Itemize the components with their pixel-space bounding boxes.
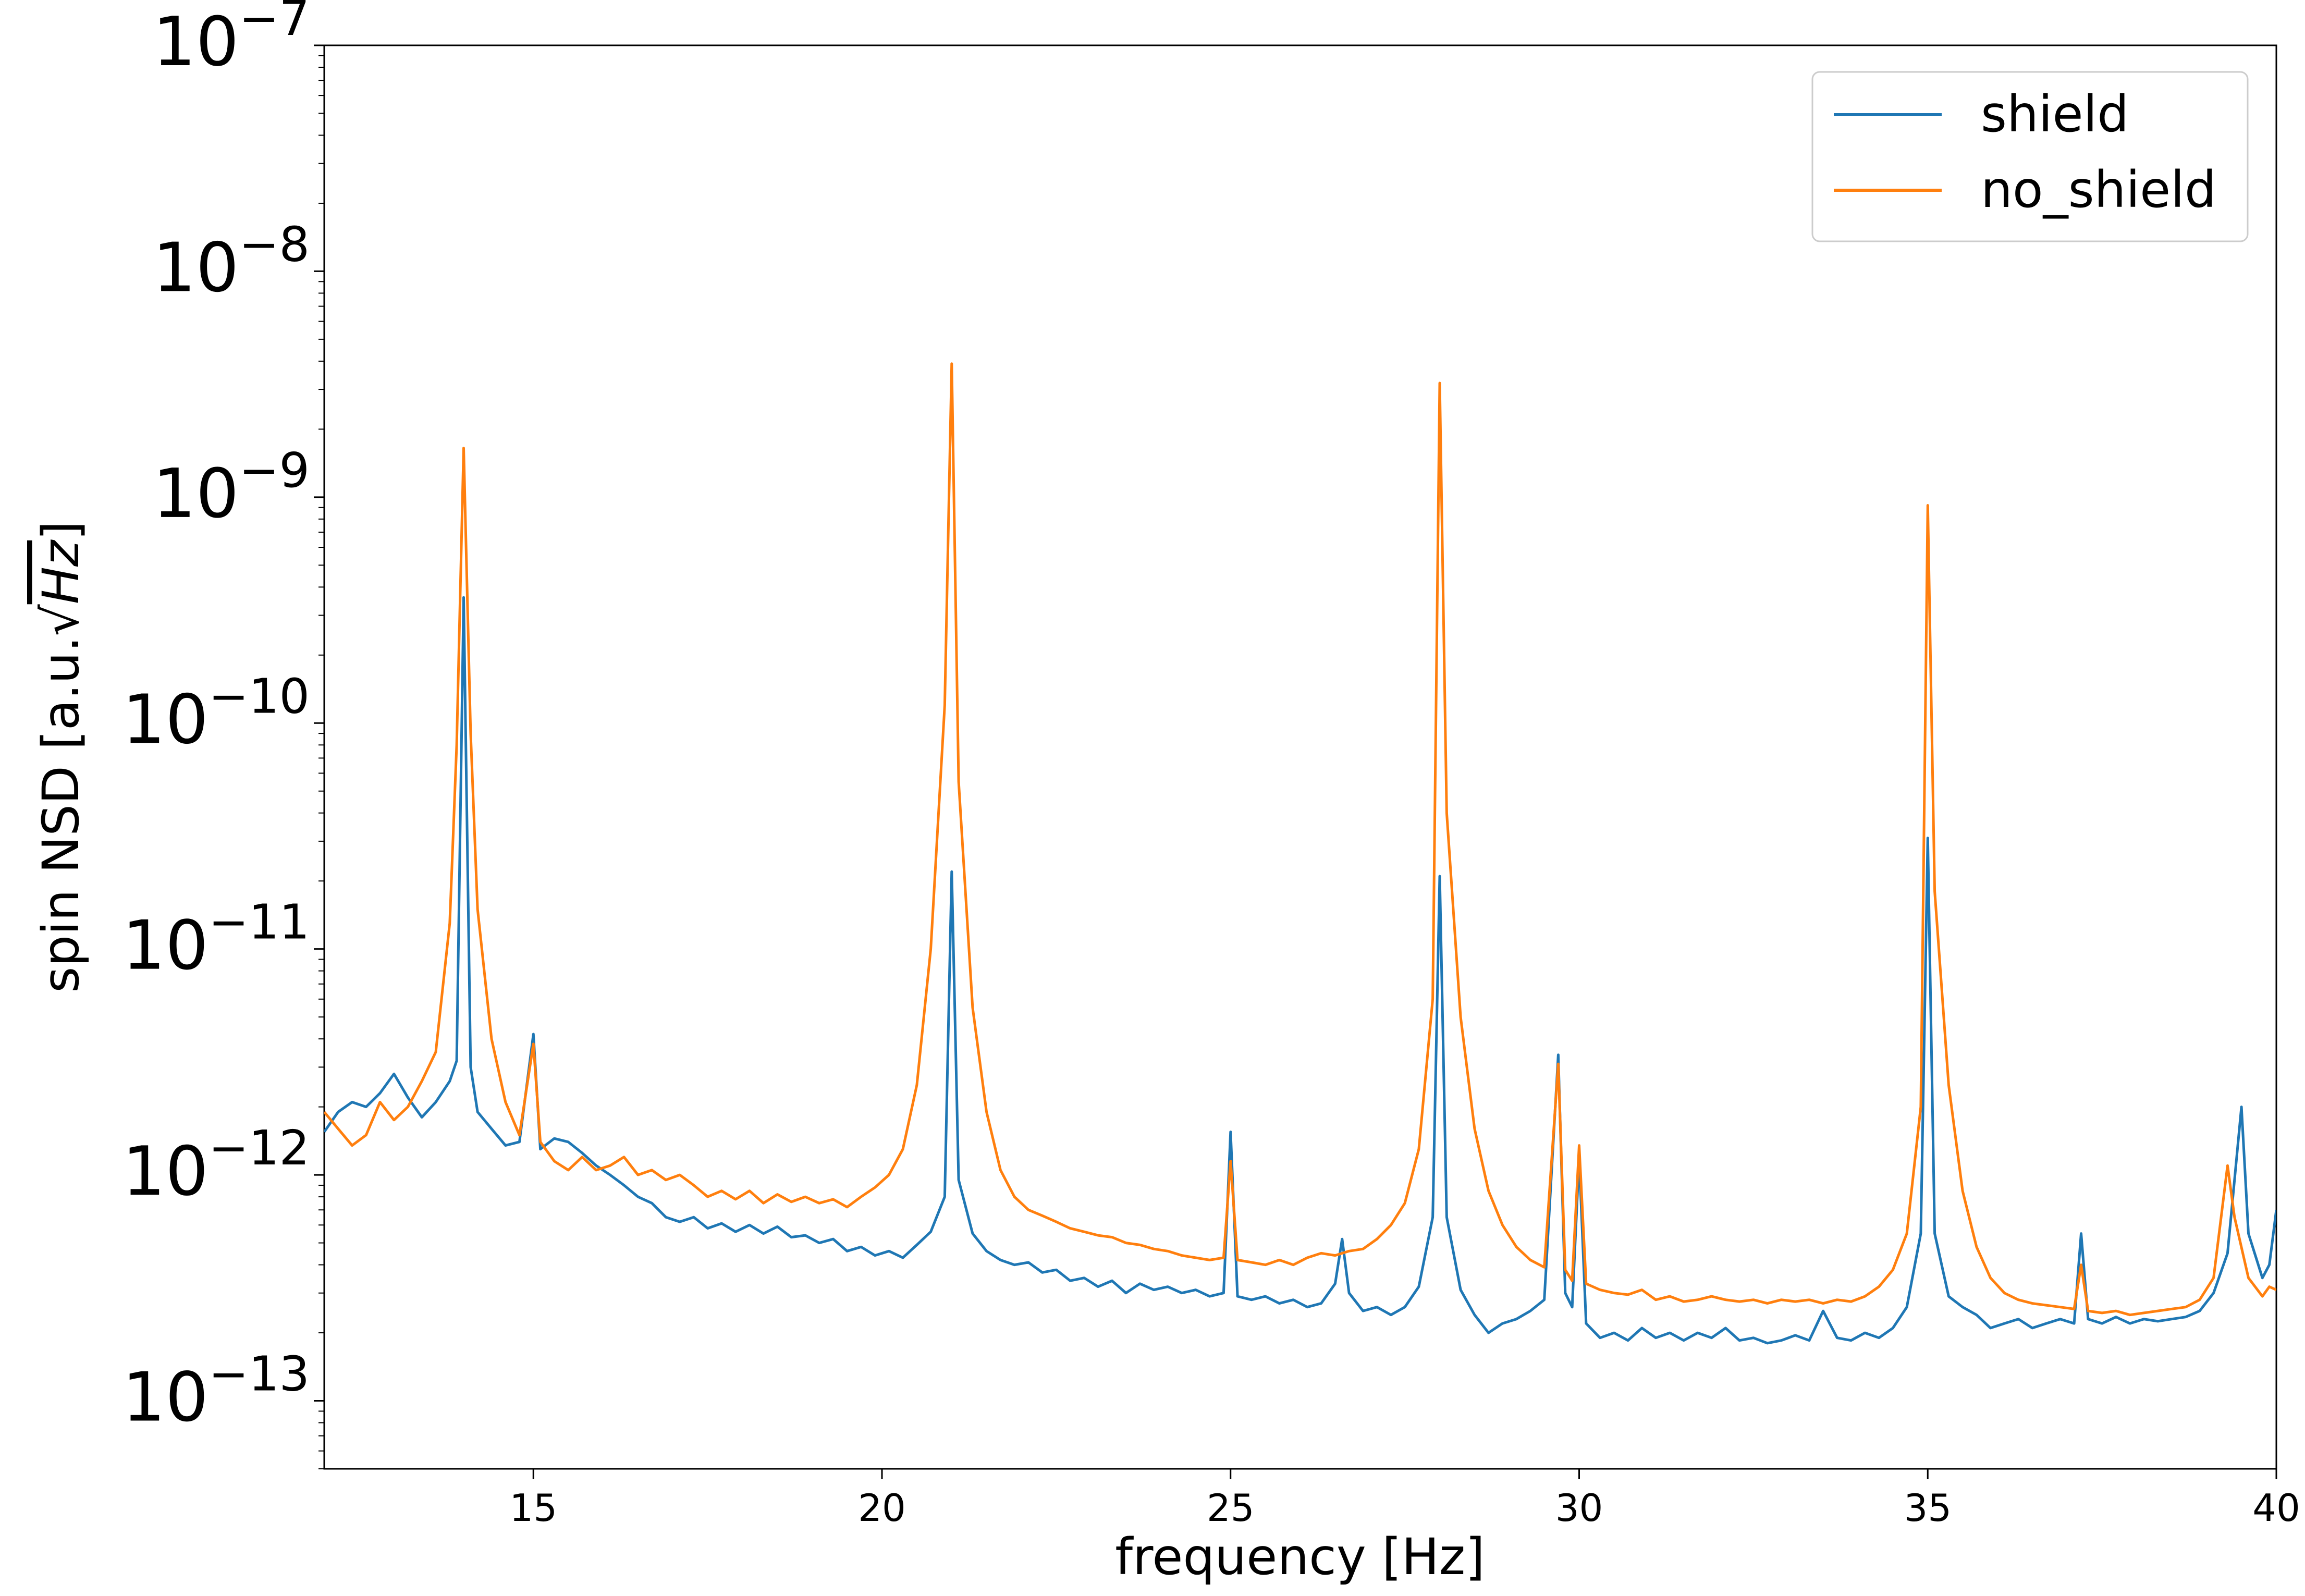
y-axis-label-radicand: Hz — [32, 539, 90, 604]
plot-area — [323, 44, 2277, 1470]
y-tick-label: 10−10 — [122, 668, 310, 759]
x-axis: 15 20 25 30 35 40 — [509, 1469, 2300, 1530]
y-tick-label: 10−9 — [153, 443, 310, 533]
y-axis-label-radical: √ — [32, 604, 90, 636]
legend-label-shield: shield — [1981, 85, 2129, 143]
x-tick-label: 30 — [1555, 1486, 1603, 1530]
y-tick-label: 10−13 — [122, 1346, 310, 1437]
x-tick-label: 15 — [509, 1486, 557, 1530]
x-axis-label: frequency [Hz] — [1115, 1528, 1485, 1586]
y-tick-label: 10−8 — [153, 216, 310, 307]
y-axis: 10−13 10−12 10−11 10−10 10−9 10−8 10−7 — [122, 0, 324, 1469]
legend-label-no-shield: no_shield — [1981, 161, 2216, 219]
plot-frame — [323, 44, 2277, 1470]
y-tick-label: 10−12 — [122, 1120, 310, 1211]
y-axis-label-suffix: ] — [32, 521, 90, 540]
series-line-no-shield — [324, 362, 2276, 1317]
legend: shield no_shield — [1811, 71, 2249, 242]
x-tick-label: 40 — [2252, 1486, 2300, 1530]
y-axis-label-prefix: spin NSD [a.u. — [32, 636, 90, 992]
y-axis-label: spin NSD [a.u.√Hz] — [32, 521, 90, 993]
x-tick-label: 35 — [1904, 1486, 1952, 1530]
series-line-shield — [324, 596, 2276, 1345]
svg-text:spin NSD [a.u.√Hz]: spin NSD [a.u.√Hz] — [32, 521, 90, 993]
x-tick-label: 20 — [858, 1486, 906, 1530]
x-tick-label: 25 — [1207, 1486, 1255, 1530]
y-tick-label: 10−7 — [153, 0, 310, 81]
y-tick-label: 10−11 — [122, 894, 310, 985]
series-layer — [324, 362, 2276, 1345]
